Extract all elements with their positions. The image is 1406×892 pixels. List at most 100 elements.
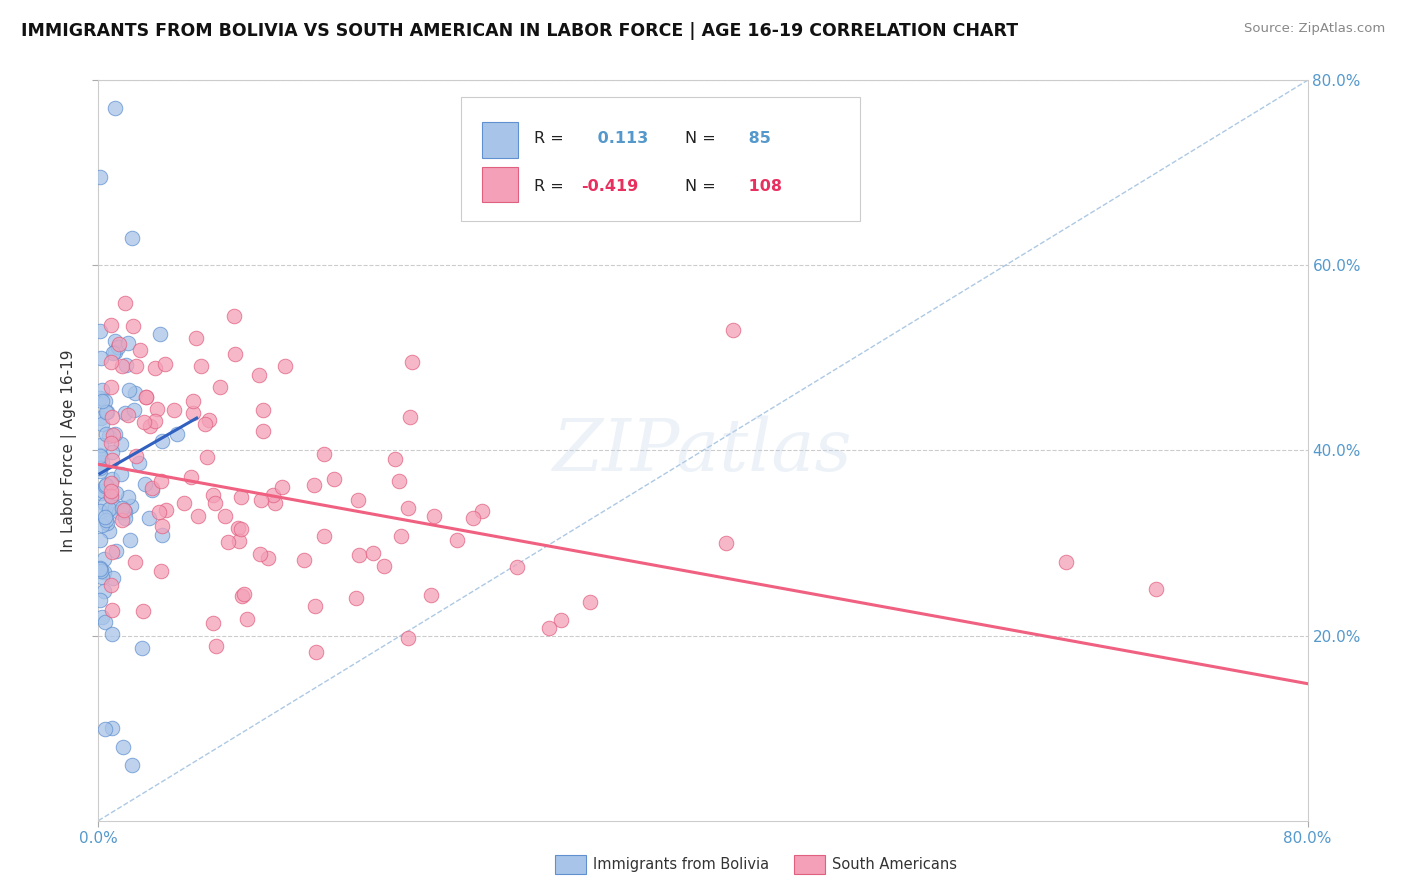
Point bbox=[90, 417, 112, 432]
Point bbox=[205, 639, 228, 653]
Point bbox=[226, 521, 249, 535]
Point bbox=[100, 444, 122, 458]
Text: IMMIGRANTS FROM BOLIVIA VS SOUTH AMERICAN IN LABOR FORCE | AGE 16-19 CORRELATION: IMMIGRANTS FROM BOLIVIA VS SOUTH AMERICA… bbox=[21, 22, 1018, 40]
Point bbox=[97, 524, 120, 539]
Point bbox=[262, 487, 284, 501]
Point bbox=[108, 336, 131, 351]
Point bbox=[100, 410, 122, 425]
Point bbox=[111, 359, 134, 374]
Point bbox=[1144, 582, 1167, 597]
Point bbox=[143, 361, 166, 376]
Text: 85: 85 bbox=[742, 130, 770, 145]
Point bbox=[302, 478, 325, 492]
Point bbox=[90, 564, 112, 578]
Point bbox=[96, 516, 118, 530]
Point bbox=[274, 359, 297, 373]
Point bbox=[471, 504, 494, 518]
Point bbox=[538, 622, 561, 636]
Point bbox=[578, 595, 600, 609]
Point bbox=[100, 627, 122, 641]
Point bbox=[120, 533, 142, 548]
Point bbox=[131, 641, 153, 656]
Point bbox=[96, 427, 118, 442]
Point bbox=[148, 505, 170, 519]
Point bbox=[155, 502, 177, 516]
Point bbox=[101, 721, 124, 735]
Point bbox=[100, 484, 122, 499]
Point bbox=[104, 543, 127, 558]
Point bbox=[134, 415, 156, 429]
FancyBboxPatch shape bbox=[461, 96, 860, 221]
Point bbox=[146, 402, 169, 417]
Point bbox=[111, 513, 134, 527]
Point bbox=[98, 428, 121, 442]
Point bbox=[1054, 554, 1077, 569]
Point bbox=[93, 497, 115, 511]
Point bbox=[90, 486, 112, 500]
Point bbox=[398, 409, 420, 424]
Point bbox=[401, 355, 423, 369]
Point bbox=[111, 500, 134, 515]
Point bbox=[125, 449, 148, 463]
Point bbox=[114, 296, 136, 310]
Point bbox=[138, 511, 160, 525]
Point bbox=[148, 327, 170, 342]
Point bbox=[233, 587, 256, 601]
Point bbox=[247, 368, 270, 383]
Point bbox=[93, 615, 115, 629]
Point bbox=[93, 551, 115, 566]
Point bbox=[388, 474, 411, 488]
Text: -0.419: -0.419 bbox=[581, 178, 638, 194]
Point bbox=[420, 588, 443, 602]
Point bbox=[214, 509, 236, 524]
Point bbox=[250, 492, 273, 507]
Point bbox=[152, 519, 174, 533]
Point bbox=[135, 390, 157, 404]
Point bbox=[100, 318, 122, 332]
Point bbox=[118, 383, 141, 397]
Point bbox=[108, 505, 131, 519]
Point bbox=[263, 496, 285, 510]
Point bbox=[305, 645, 328, 659]
Point bbox=[396, 501, 419, 516]
Point bbox=[181, 394, 204, 409]
Y-axis label: In Labor Force | Age 16-19: In Labor Force | Age 16-19 bbox=[60, 349, 77, 552]
Point bbox=[89, 391, 111, 405]
Point bbox=[91, 384, 114, 398]
Point bbox=[89, 504, 111, 518]
Point bbox=[89, 170, 111, 185]
Point bbox=[104, 101, 127, 115]
Point bbox=[204, 496, 226, 510]
Point bbox=[101, 603, 124, 617]
Point bbox=[91, 609, 114, 624]
Point bbox=[150, 474, 173, 488]
Text: N =: N = bbox=[685, 178, 716, 194]
Point bbox=[117, 490, 139, 504]
Point bbox=[361, 546, 384, 560]
Point bbox=[228, 534, 250, 549]
Point bbox=[235, 612, 257, 626]
Point bbox=[94, 394, 117, 409]
Point bbox=[252, 424, 274, 438]
Point bbox=[143, 414, 166, 428]
Point bbox=[90, 411, 112, 425]
Point bbox=[91, 394, 114, 409]
Point bbox=[229, 490, 252, 504]
Point bbox=[121, 230, 143, 244]
Point bbox=[195, 450, 218, 464]
Text: Source: ZipAtlas.com: Source: ZipAtlas.com bbox=[1244, 22, 1385, 36]
Point bbox=[506, 560, 529, 574]
Point bbox=[201, 488, 224, 502]
Point bbox=[198, 413, 221, 427]
Point bbox=[100, 355, 122, 369]
Text: ZIPatlas: ZIPatlas bbox=[553, 415, 853, 486]
Point bbox=[101, 544, 124, 558]
Point bbox=[114, 510, 136, 524]
Point bbox=[384, 452, 406, 467]
Point bbox=[100, 436, 122, 450]
Text: 0.113: 0.113 bbox=[592, 130, 648, 145]
Point bbox=[101, 428, 124, 442]
Point bbox=[91, 455, 114, 469]
Point bbox=[89, 460, 111, 475]
Point bbox=[100, 578, 122, 592]
